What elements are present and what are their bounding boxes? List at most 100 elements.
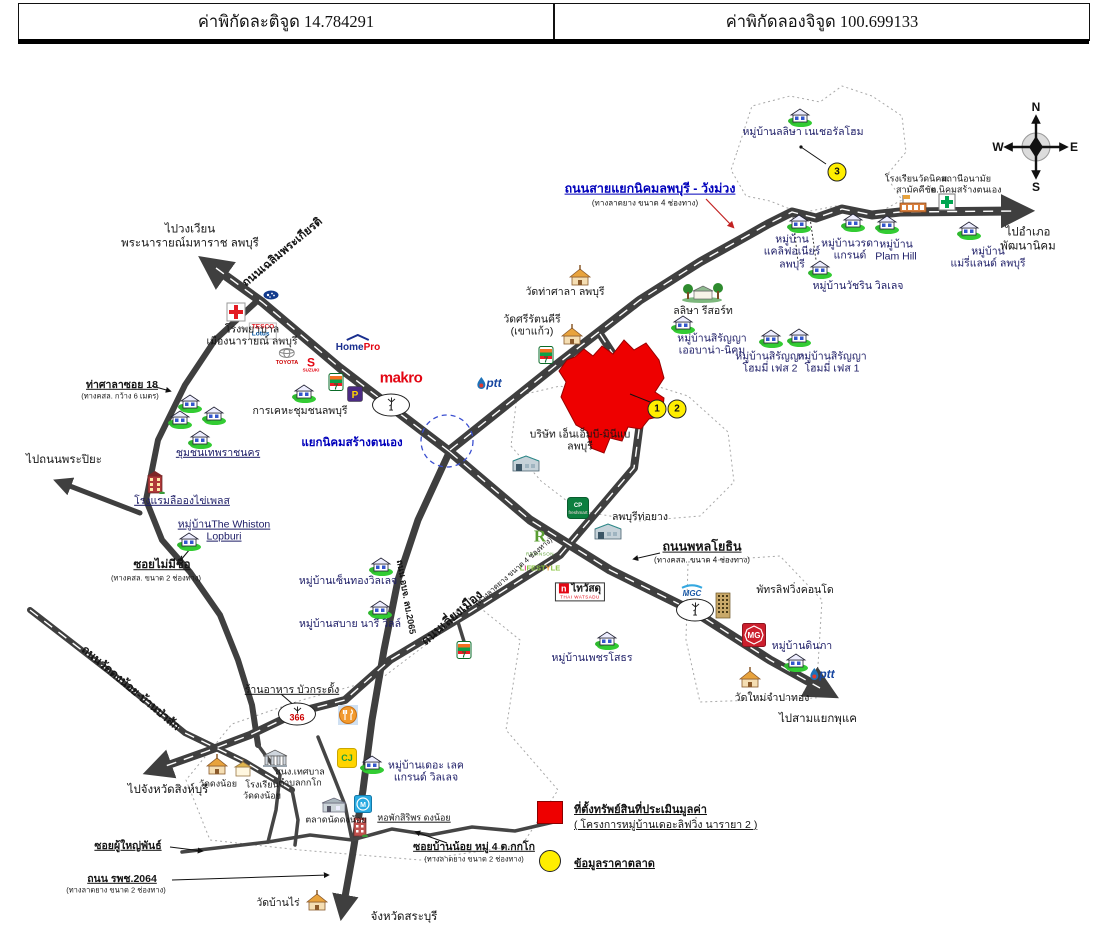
road-nikhom-wangmuang-sub-label: (ทางลาดยาง ขนาด 4 ช่องทาง)	[591, 198, 699, 208]
legend-subject-subtitle: ( โครงการหมู่บ้านเดอะลิฟวิ่ง นารายา 2 )	[574, 819, 758, 831]
robinson-icon: R ROBINSON LIFESTYLE	[519, 526, 561, 573]
legend-subject-swatch	[537, 801, 563, 824]
temple-icon	[567, 265, 593, 287]
village-icon	[840, 212, 866, 232]
siranya-phase1-label: หมู่บ้านสิรัญญา โฮมมี่ เฟส 1	[797, 350, 867, 375]
village-icon	[368, 556, 394, 576]
road-phahonyothin-sub-label: (ทางคสล. ขนาด 4 ช่องทาง)	[654, 555, 750, 565]
makro-icon: makro	[379, 369, 423, 387]
muni-icon	[260, 748, 290, 768]
village-icon	[786, 213, 812, 233]
thaiwatsadu-icon: n ไทวัสดุ THAI WATSADU	[554, 582, 606, 602]
svg-text:7: 7	[462, 651, 467, 660]
cj-icon: CJ	[337, 748, 357, 768]
california-lopburi-label: หมู่บ้าน แคลิฟอเนียร์ ลพบุรี	[763, 233, 821, 271]
school-icon	[898, 193, 928, 215]
factory-icon	[509, 452, 543, 474]
compass-north-label: N	[1031, 100, 1041, 114]
kankeha-label: การเคหะชุมชนลพบุรี	[252, 404, 348, 417]
resort-icon	[680, 281, 724, 303]
soi-bannoi-sub-label: (ทางลาดยาง ขนาด 2 ช่องทาง)	[424, 854, 524, 864]
compass-east-label: E	[1069, 140, 1079, 154]
soi-bannoi-label: ซอยบ้านน้อย หมู่ 4 ต.กกโก	[413, 840, 535, 853]
dir-saraburi-label: จังหวัดสระบุรี	[370, 911, 438, 924]
numbered-marker-1: 1	[647, 399, 667, 419]
dir-phrapiya-label: ไปถนนพระปิยะ	[26, 454, 102, 467]
soi-nameless-label: ซอยไม่มีชื่อ	[133, 559, 191, 572]
mgc-icon: MGC	[681, 583, 703, 598]
village-icon	[367, 599, 393, 619]
sabaynari-ville-label: หมู่บ้านสบาย นารี วิลล์	[298, 617, 402, 630]
wat-banrai-label: วัดบ้านไร่	[256, 896, 300, 909]
village-icon	[787, 107, 813, 127]
temple-icon	[204, 754, 230, 776]
road-phahonyothin-path	[445, 447, 839, 699]
temple-icon	[304, 890, 330, 912]
buakrating-restaurant-label: ร้านอาหาร บัวกระดั้ง	[244, 683, 340, 696]
road-rpch2064-sub-label: (ทางลาดยาง ขนาด 2 ช่องทาง)	[66, 885, 166, 895]
dotted-boundaries	[185, 85, 907, 861]
wat-jampathong-label: วัดใหม่จำปาทอง	[734, 691, 810, 704]
header-divider-bar	[18, 39, 1089, 44]
maereeland-label: หมู่บ้าน แม่รี่แลนด์ ลพบุรี	[950, 245, 1026, 270]
svg-text:MG: MG	[748, 631, 761, 640]
village-icon	[874, 214, 900, 234]
dir-phukae-label: ไปสามแยกพุแค	[779, 713, 857, 726]
svg-text:7: 7	[334, 383, 339, 392]
road-nikhom-wangmuang-label: ถนนสายแยกนิคมลพบุรี - วังม่วง	[564, 181, 736, 196]
junction-dashed-circle	[420, 414, 474, 468]
soi-nameless-sub-label: (ทางคสล. ขนาด 2 ช่องทาง)	[111, 573, 201, 583]
chumchon-thepratnakhon-label: ชุมชนเทพราชนคร	[175, 446, 261, 459]
hospital-label: โรงพยาบาล เมืองนารายณ์ ลพบุรี	[206, 323, 298, 348]
compass-rose: N S W E	[991, 99, 1081, 194]
soi-phuyaiphan-label: ซอยผู้ใหญ่พันธ์	[94, 839, 162, 852]
toyota-icon: TOYOTA	[276, 348, 298, 366]
longitude-value: ค่าพิกัดลองจิจูด 100.699133	[553, 4, 1089, 40]
dir-wongwian-label: ไปวงเวียน พระนารายณ์มหาราช ลพบุรี	[121, 223, 259, 249]
senthong-village-label: หมู่บ้านเซ็นทองวิลเลจ	[298, 574, 398, 587]
school-dongnoi-label: โรงเรียน วัดดงน้อย	[243, 779, 281, 800]
lalisa-resort-label: ลลิษา รีสอร์ท	[673, 304, 733, 317]
wat-khaokaew-label: วัดศรีรัตนคีรี (เขาแก้ว)	[503, 313, 561, 338]
road-phahonyothin-label: ถนนพหลโยธิน	[662, 539, 742, 554]
municipal-office-label: สนง.เทศบาล ตำบลกกโก	[275, 766, 325, 787]
wat-thasala-label: วัดท่าศาลา ลพบุรี	[525, 285, 605, 298]
seven-icon: 7	[538, 346, 554, 365]
temple-icon	[559, 324, 585, 346]
village-icon	[291, 383, 317, 403]
siranya-phase2-label: หมู่บ้านสิรัญญา โฮมมี่ เฟส 2	[735, 350, 805, 375]
watcharin-village-label: หมู่บ้านวัชริน วิลเลจ	[812, 279, 904, 292]
chapel-icon	[232, 759, 254, 777]
village-icon	[807, 259, 833, 279]
svg-text:7: 7	[544, 356, 549, 365]
redcross-icon	[226, 302, 246, 322]
cpfresh-icon: CP freshmart	[567, 497, 589, 519]
svg-text:CJ: CJ	[341, 753, 353, 763]
lalisa-naturalhome-label: หมู่บ้านลลิษา เนเชอรัลโฮม	[742, 125, 864, 138]
plam-hill-label: หมู่บ้าน Plam Hill	[875, 238, 917, 263]
factory-icon	[591, 520, 625, 542]
numbered-marker-2: 2	[667, 399, 687, 419]
dir-pattananikhom-label: ไปอำเภอพัฒนานิคม	[1000, 226, 1056, 252]
whiston-label: หมู่บ้านThe Whiston Lopburi	[177, 518, 271, 543]
hotel-icon	[145, 470, 165, 495]
ptt-icon: ptt	[809, 668, 835, 680]
pattara-living-condo-label: พัทรลิฟวิ่งคอนโด	[756, 583, 834, 596]
road-watdongnoi-path	[27, 607, 295, 793]
nmb-minebea-label: บริษัท เอ็นเอ็มบี-มินีแบ ลพบุรี	[529, 428, 631, 453]
highway-shield-366: 366	[278, 702, 316, 726]
thoyang-label: ลพบุรีท่อยาง	[611, 510, 669, 523]
road-thasala-soi-path	[143, 299, 261, 748]
seven-icon: 7	[456, 641, 472, 660]
talad-dongnoi-label: ตลาดนัดดงน้อย	[305, 814, 367, 825]
road-obj2065-path	[332, 451, 452, 922]
village-icon	[187, 429, 213, 449]
village-icon	[359, 754, 385, 774]
tesco-icon: TESCO Lotus	[248, 322, 278, 340]
restaurant-icon	[338, 705, 358, 725]
legend-market-swatch	[539, 850, 561, 872]
seven-icon: 7	[328, 373, 344, 392]
svg-text:freshmart: freshmart	[568, 510, 588, 515]
wat-dongnoi-label: วัดดงน้อย	[199, 778, 237, 789]
